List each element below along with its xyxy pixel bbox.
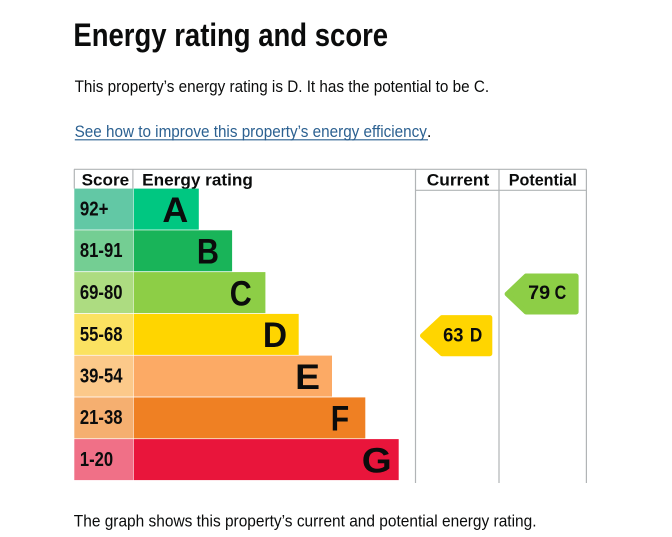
svg-text:See how to improve this proper: See how to improve this property’s energ… bbox=[75, 123, 428, 141]
svg-text:The graph shows this property’: The graph shows this property’s current … bbox=[74, 513, 537, 531]
svg-text:D: D bbox=[470, 326, 482, 347]
svg-text:69-80: 69-80 bbox=[80, 282, 123, 304]
svg-text:E: E bbox=[295, 358, 320, 397]
svg-text:F: F bbox=[331, 400, 349, 439]
svg-text:.: . bbox=[427, 123, 432, 141]
svg-text:A: A bbox=[162, 191, 188, 230]
svg-text:79: 79 bbox=[528, 283, 550, 304]
svg-text:55-68: 55-68 bbox=[80, 324, 123, 346]
svg-text:D: D bbox=[263, 316, 287, 355]
svg-text:Current: Current bbox=[427, 172, 490, 190]
svg-text:Score: Score bbox=[82, 172, 130, 190]
svg-text:Energy rating: Energy rating bbox=[142, 172, 253, 190]
svg-text:81-91: 81-91 bbox=[80, 240, 123, 262]
svg-text:Energy rating and score: Energy rating and score bbox=[73, 17, 388, 53]
svg-text:C: C bbox=[555, 283, 567, 304]
svg-text:1-20: 1-20 bbox=[80, 449, 113, 471]
svg-text:Potential: Potential bbox=[509, 172, 577, 190]
svg-text:G: G bbox=[362, 441, 392, 480]
svg-text:21-38: 21-38 bbox=[80, 407, 123, 429]
svg-text:63: 63 bbox=[443, 326, 463, 347]
svg-text:This property’s energy rating: This property’s energy rating is D. It h… bbox=[75, 78, 490, 96]
svg-text:B: B bbox=[197, 233, 219, 272]
svg-text:39-54: 39-54 bbox=[80, 366, 123, 388]
svg-text:92+: 92+ bbox=[80, 199, 109, 221]
svg-text:C: C bbox=[230, 274, 252, 313]
